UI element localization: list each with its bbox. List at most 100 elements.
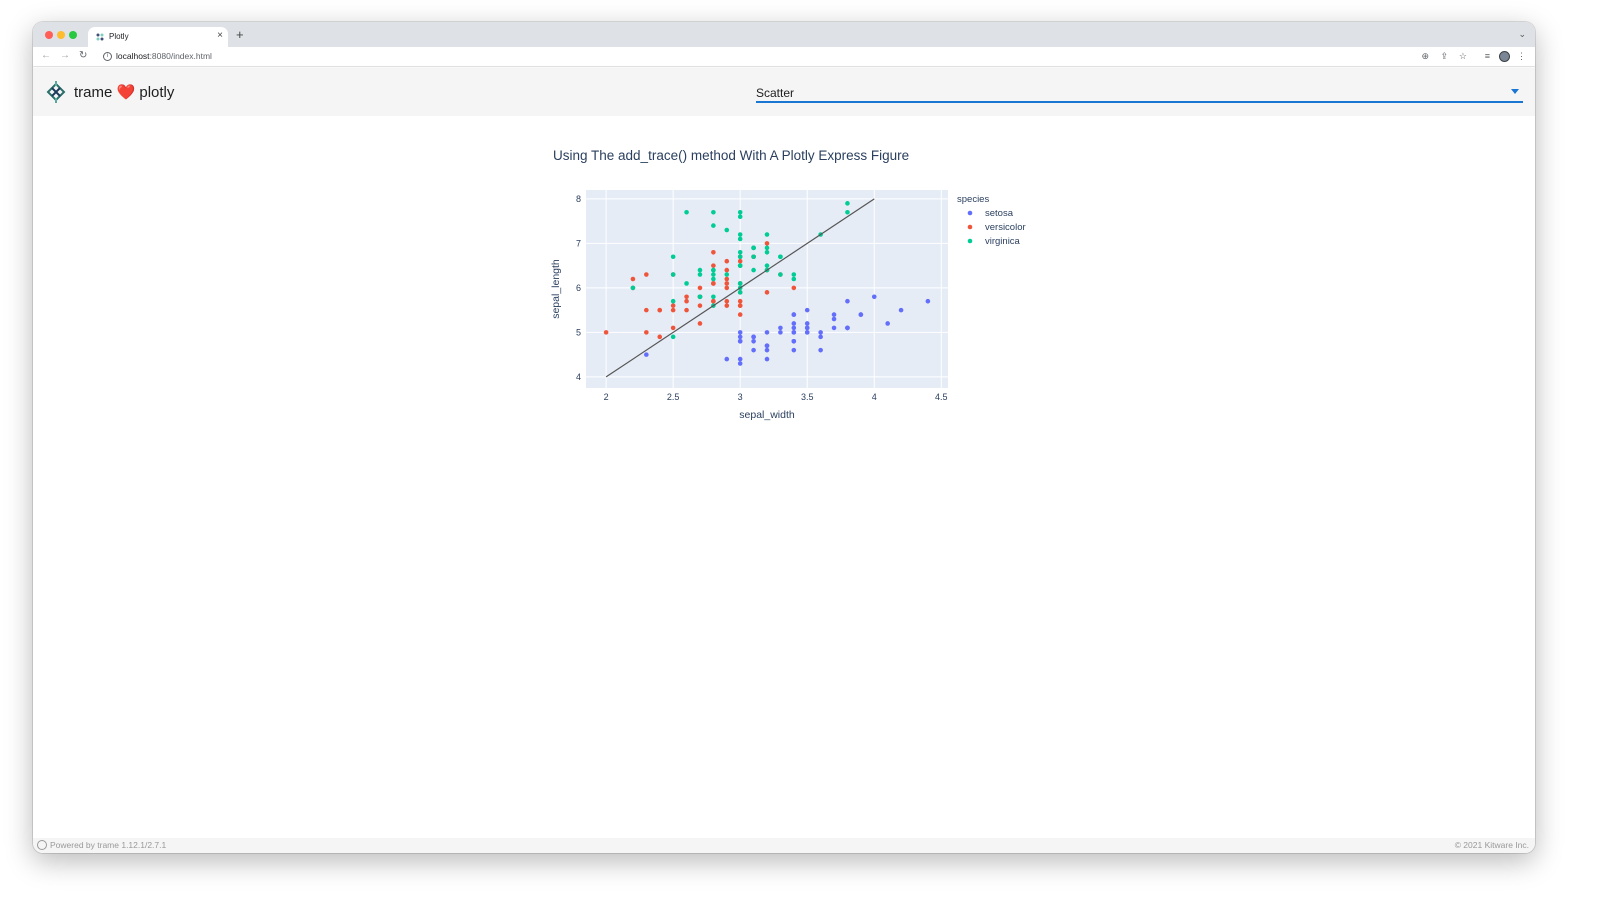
scatter-point-setosa[interactable] — [791, 312, 797, 317]
scatter-point-setosa[interactable] — [818, 334, 823, 340]
scatter-point-setosa[interactable] — [804, 330, 810, 335]
scatter-point-setosa[interactable] — [804, 321, 810, 326]
scatter-point-virginica[interactable] — [778, 254, 783, 260]
scatter-point-setosa[interactable] — [871, 294, 877, 300]
legend-label-setosa[interactable]: setosa — [985, 208, 1014, 219]
scatter-point-setosa[interactable] — [791, 347, 797, 353]
scatter-point-virginica[interactable] — [737, 290, 743, 295]
scatter-point-setosa[interactable] — [724, 356, 730, 362]
scatter-point-virginica[interactable] — [764, 245, 770, 251]
scatter-point-setosa[interactable] — [778, 330, 783, 335]
scatter-point-virginica[interactable] — [724, 272, 730, 277]
scatter-point-virginica[interactable] — [711, 223, 716, 228]
scatter-point-versicolor[interactable] — [711, 249, 716, 255]
scatter-point-versicolor[interactable] — [764, 241, 770, 246]
chart-type-select[interactable]: Scatter — [756, 79, 1523, 103]
scatter-point-versicolor[interactable] — [724, 258, 730, 264]
scatter-point-virginica[interactable] — [791, 276, 797, 282]
scatter-point-versicolor[interactable] — [764, 290, 770, 295]
scatter-point-versicolor[interactable] — [724, 267, 730, 273]
scatter-point-versicolor[interactable] — [697, 285, 703, 291]
scatter-point-virginica[interactable] — [711, 294, 716, 300]
scatter-point-versicolor[interactable] — [737, 303, 743, 308]
scatter-point-virginica[interactable] — [711, 272, 716, 277]
legend-marker-versicolor[interactable] — [967, 224, 973, 230]
scatter-point-setosa[interactable] — [737, 334, 743, 340]
scatter-point-virginica[interactable] — [737, 263, 743, 268]
scatter-point-versicolor[interactable] — [724, 285, 730, 291]
scatter-point-virginica[interactable] — [670, 254, 676, 260]
tab-close-icon[interactable]: × — [217, 30, 223, 41]
scatter-point-setosa[interactable] — [791, 338, 797, 344]
scatter-point-virginica[interactable] — [737, 236, 743, 242]
scatter-point-virginica[interactable] — [724, 227, 730, 233]
browser-menu-icon[interactable]: ⋮ — [1517, 51, 1526, 61]
scatter-point-setosa[interactable] — [791, 325, 797, 331]
scatter-point-versicolor[interactable] — [670, 325, 676, 331]
scatter-point-virginica[interactable] — [737, 249, 743, 255]
forward-arrow-icon[interactable]: → — [60, 50, 70, 61]
scatter-point-virginica[interactable] — [684, 209, 689, 215]
scatter-point-setosa[interactable] — [925, 298, 931, 304]
scatter-point-setosa[interactable] — [791, 330, 797, 335]
scatter-point-versicolor[interactable] — [684, 298, 689, 304]
scatter-point-setosa[interactable] — [818, 330, 823, 335]
scatter-point-setosa[interactable] — [858, 312, 864, 317]
scatter-point-virginica[interactable] — [751, 254, 756, 260]
legend-label-virginica[interactable]: virginica — [985, 236, 1021, 247]
scatter-point-setosa[interactable] — [737, 356, 743, 362]
scatter-point-setosa[interactable] — [751, 334, 756, 340]
scatter-point-versicolor[interactable] — [737, 312, 743, 317]
scatter-point-versicolor[interactable] — [684, 294, 689, 300]
minimize-window-button[interactable] — [57, 31, 65, 39]
scatter-point-versicolor[interactable] — [724, 276, 730, 282]
scatter-point-versicolor[interactable] — [711, 298, 716, 304]
scatter-point-virginica[interactable] — [751, 267, 756, 273]
scatter-point-virginica[interactable] — [670, 334, 676, 340]
scatter-point-setosa[interactable] — [898, 307, 904, 313]
scatter-point-setosa[interactable] — [764, 330, 770, 335]
plotly-chart[interactable]: Using The add_trace() method With A Plot… — [33, 116, 1535, 838]
scatter-point-versicolor[interactable] — [737, 298, 743, 304]
scatter-point-virginica[interactable] — [670, 272, 676, 277]
scatter-point-virginica[interactable] — [711, 209, 716, 215]
scatter-point-setosa[interactable] — [791, 321, 797, 326]
maximize-window-button[interactable] — [69, 31, 77, 39]
scatter-point-versicolor[interactable] — [670, 303, 676, 308]
browser-tab[interactable]: Plotly × — [88, 27, 228, 47]
scatter-point-setosa[interactable] — [764, 356, 770, 362]
scatter-point-versicolor[interactable] — [724, 298, 730, 304]
scatter-point-setosa[interactable] — [885, 321, 890, 326]
scatter-point-versicolor[interactable] — [644, 272, 649, 277]
back-arrow-icon[interactable]: ← — [41, 50, 51, 61]
scatter-point-virginica[interactable] — [845, 209, 850, 215]
scatter-point-versicolor[interactable] — [670, 307, 676, 313]
scatter-point-virginica[interactable] — [764, 249, 770, 255]
scatter-point-versicolor[interactable] — [644, 330, 649, 335]
scatter-point-setosa[interactable] — [804, 325, 810, 331]
scatter-point-versicolor[interactable] — [724, 281, 730, 286]
scatter-point-virginica[interactable] — [764, 263, 770, 268]
scatter-point-setosa[interactable] — [764, 347, 770, 353]
scatter-point-setosa[interactable] — [845, 325, 850, 331]
scatter-point-versicolor[interactable] — [684, 307, 689, 313]
scatter-point-virginica[interactable] — [737, 254, 743, 260]
scatter-point-setosa[interactable] — [804, 307, 810, 313]
scatter-point-virginica[interactable] — [737, 214, 743, 219]
scatter-point-versicolor[interactable] — [711, 263, 716, 268]
legend-marker-setosa[interactable] — [967, 210, 973, 216]
scatter-point-versicolor[interactable] — [737, 258, 743, 264]
address-bar[interactable]: localhost:8080/index.html — [116, 51, 212, 61]
scatter-point-virginica[interactable] — [697, 272, 703, 277]
site-info-icon[interactable]: i — [103, 52, 112, 61]
scatter-point-versicolor[interactable] — [697, 303, 703, 308]
scatter-point-versicolor[interactable] — [630, 276, 636, 282]
scatter-point-versicolor[interactable] — [724, 303, 730, 308]
scatter-point-setosa[interactable] — [818, 347, 823, 353]
scatter-point-virginica[interactable] — [711, 276, 716, 282]
scatter-point-setosa[interactable] — [764, 343, 770, 349]
scatter-point-virginica[interactable] — [684, 281, 689, 286]
scatter-point-virginica[interactable] — [670, 298, 676, 304]
scatter-point-virginica[interactable] — [845, 201, 850, 206]
scatter-point-versicolor[interactable] — [657, 334, 663, 340]
